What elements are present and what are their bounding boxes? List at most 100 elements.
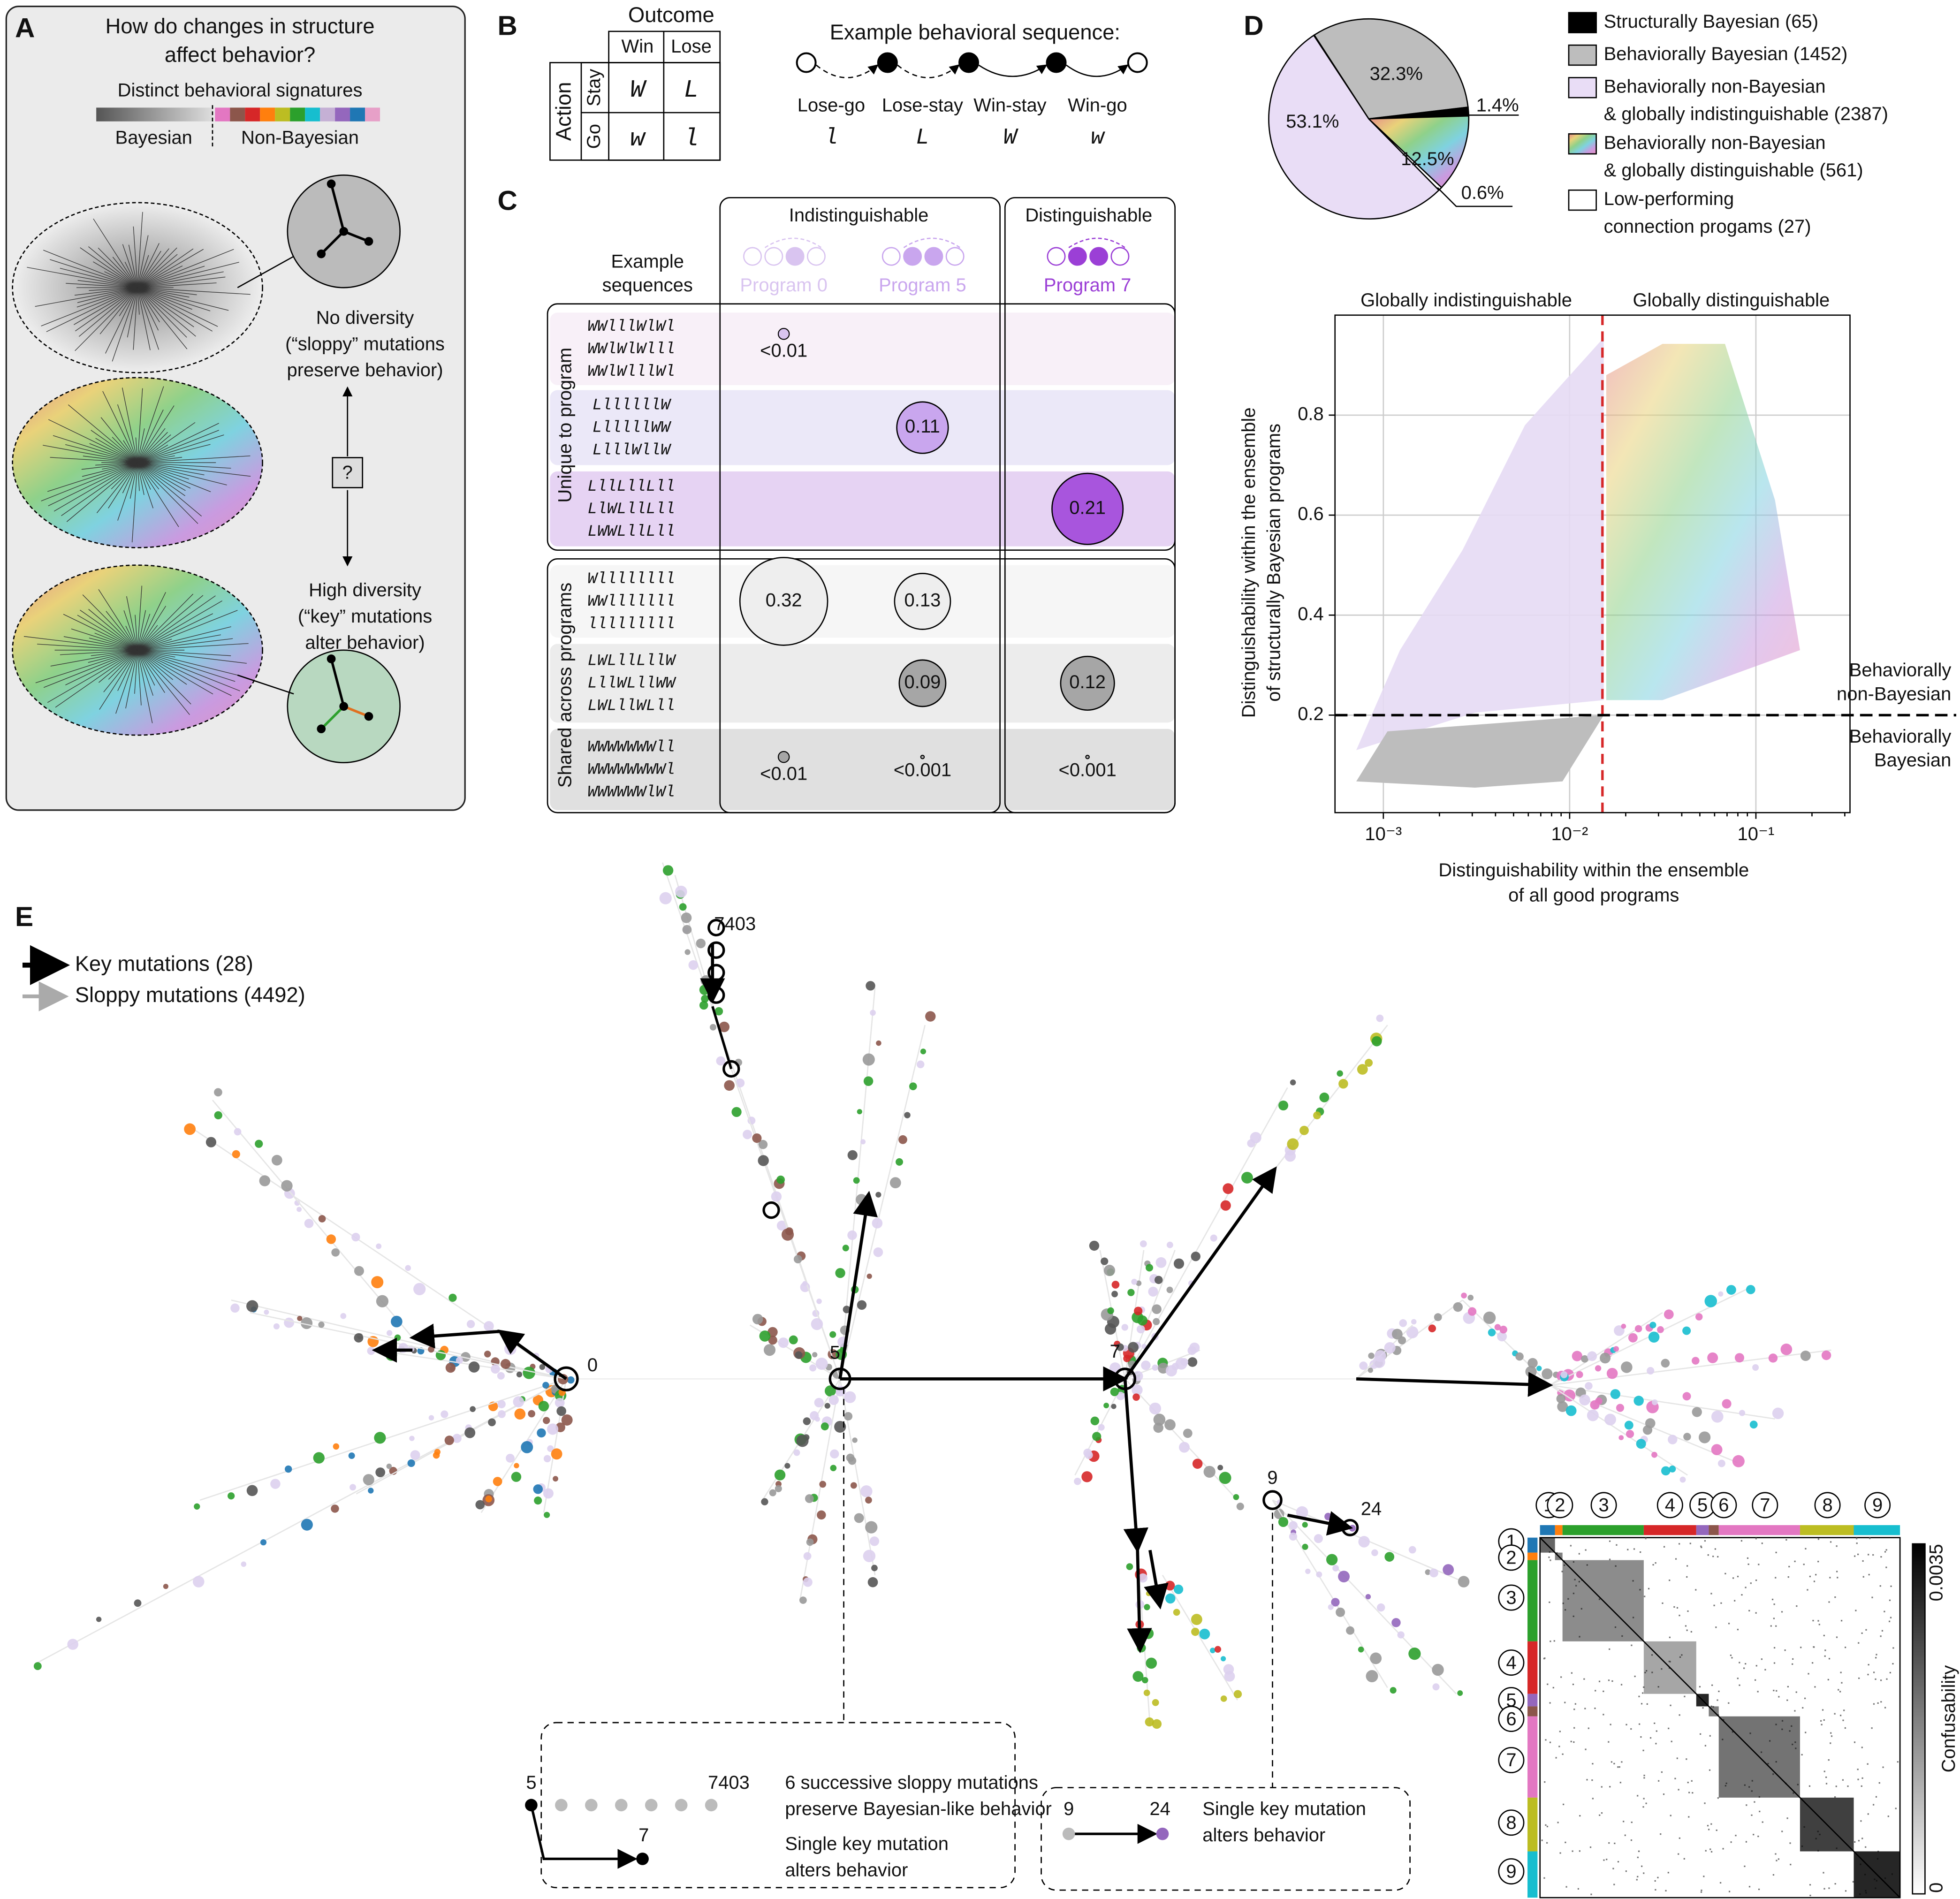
tree-node bbox=[857, 1109, 862, 1115]
tree-edge bbox=[123, 610, 138, 651]
tree-edge bbox=[91, 430, 138, 463]
tree-node bbox=[230, 1303, 240, 1313]
heatmap-speckle bbox=[1828, 1759, 1830, 1761]
tree-node bbox=[795, 1351, 803, 1359]
heatmap-speckle bbox=[1855, 1610, 1857, 1611]
tree-node bbox=[1146, 1657, 1157, 1669]
heatmap-speckle bbox=[1545, 1824, 1547, 1826]
heatmap-speckle bbox=[1642, 1749, 1644, 1751]
tree-node bbox=[1453, 1302, 1463, 1312]
pie-label: 32.3% bbox=[1370, 64, 1423, 84]
program-icon bbox=[764, 247, 783, 266]
row-band bbox=[550, 644, 1175, 723]
heatmap-speckle bbox=[1830, 1732, 1832, 1734]
cluster-label: 5 bbox=[1697, 1495, 1708, 1516]
tree-node bbox=[1572, 1351, 1583, 1361]
legend-text: Structurally Bayesian (65) bbox=[1604, 11, 1818, 32]
tree-edge bbox=[74, 287, 138, 325]
tree-edge bbox=[137, 287, 160, 350]
cluster-circle bbox=[1498, 1544, 1525, 1571]
bubble bbox=[920, 754, 925, 760]
heatmap-speckle bbox=[1823, 1872, 1824, 1874]
heatmap-speckle bbox=[1885, 1549, 1887, 1551]
heatmap-speckle bbox=[1792, 1658, 1794, 1660]
tree-node bbox=[1365, 1594, 1371, 1600]
legend-text: & globally indistinguishable (2387) bbox=[1604, 104, 1888, 124]
tree-edge bbox=[137, 462, 186, 491]
heatmap-speckle bbox=[1847, 1785, 1849, 1787]
tree-edge bbox=[137, 430, 219, 463]
heatmap-speckle bbox=[1823, 1770, 1825, 1772]
seq-dot bbox=[585, 1799, 598, 1812]
heatmap-speckle bbox=[1737, 1628, 1739, 1631]
heatmap-speckle bbox=[1669, 1636, 1671, 1638]
heatmap-speckle bbox=[1735, 1835, 1737, 1837]
tree-node bbox=[1692, 1407, 1702, 1417]
seq-dot bbox=[705, 1799, 718, 1812]
tree-node bbox=[867, 1577, 878, 1588]
cluster-bar bbox=[1696, 1525, 1709, 1535]
heatmap-speckle bbox=[1674, 1777, 1676, 1779]
heatmap-speckle bbox=[1880, 1701, 1882, 1703]
heatmap-speckle bbox=[1728, 1702, 1730, 1704]
heatmap-speckle bbox=[1573, 1615, 1574, 1618]
tree-edge bbox=[137, 462, 189, 479]
color-swatch bbox=[305, 107, 320, 122]
tree-node bbox=[1726, 1285, 1736, 1295]
heatmap-speckle bbox=[1678, 1853, 1679, 1855]
tree-edge bbox=[60, 268, 138, 288]
tree-node bbox=[1183, 1428, 1193, 1438]
zoom-edge bbox=[343, 705, 370, 718]
tree-node bbox=[1636, 1439, 1646, 1449]
tree-edge bbox=[112, 437, 138, 463]
tree-edge bbox=[119, 287, 138, 317]
heatmap-speckle bbox=[1691, 1780, 1693, 1782]
tree-edge bbox=[68, 404, 138, 463]
heatmap-speckle bbox=[1807, 1589, 1808, 1591]
tree-edge bbox=[137, 287, 194, 327]
tree-node bbox=[318, 1322, 325, 1328]
tree-edge bbox=[137, 271, 224, 288]
tree-node bbox=[1734, 1353, 1745, 1363]
label: Bayesian bbox=[1874, 750, 1951, 771]
label: Bayesian bbox=[115, 128, 192, 148]
tree-edge bbox=[137, 462, 227, 486]
label: LlllllWW bbox=[592, 419, 671, 437]
y-tick-label: 0.4 bbox=[1298, 604, 1324, 624]
tree-node bbox=[904, 1112, 911, 1118]
tree-node bbox=[1376, 1014, 1384, 1022]
row-band bbox=[550, 390, 1175, 465]
tree-node bbox=[872, 1218, 883, 1229]
cluster-bar bbox=[1527, 1560, 1538, 1641]
sloppy-edge bbox=[37, 1378, 567, 1664]
heatmap-speckle bbox=[1858, 1840, 1860, 1842]
label: Shared across programs bbox=[555, 583, 576, 788]
tree-node bbox=[1515, 1352, 1524, 1361]
tree-edge bbox=[137, 249, 204, 288]
color-swatch bbox=[275, 107, 290, 122]
tree-node bbox=[354, 1266, 364, 1276]
sloppy-edge bbox=[1272, 1499, 1457, 1694]
heatmap-speckle bbox=[1715, 1626, 1717, 1628]
cluster-label: 3 bbox=[1506, 1588, 1516, 1608]
tree-node bbox=[511, 1472, 522, 1482]
tree-node bbox=[296, 1207, 302, 1212]
label: Behaviorally bbox=[1849, 660, 1952, 681]
sloppy-edge bbox=[1162, 1574, 1238, 1701]
heatmap-speckle bbox=[1785, 1539, 1787, 1541]
heatmap-speckle bbox=[1719, 1882, 1722, 1884]
zoom-node bbox=[364, 712, 373, 721]
tree-node bbox=[1616, 1404, 1625, 1412]
seq-arrow bbox=[1066, 64, 1129, 77]
tree-node bbox=[1332, 1565, 1339, 1572]
tree-edge bbox=[137, 462, 198, 524]
tree-node bbox=[297, 1315, 303, 1322]
zoom-node bbox=[339, 702, 349, 711]
tree-node bbox=[769, 1489, 776, 1496]
tree-node bbox=[1621, 1323, 1626, 1329]
heatmap-speckle bbox=[1861, 1785, 1862, 1787]
tree-node bbox=[1428, 1324, 1436, 1332]
heatmap-speckle bbox=[1867, 1763, 1869, 1765]
tree-edge bbox=[98, 247, 138, 288]
tree-node bbox=[812, 1352, 818, 1358]
